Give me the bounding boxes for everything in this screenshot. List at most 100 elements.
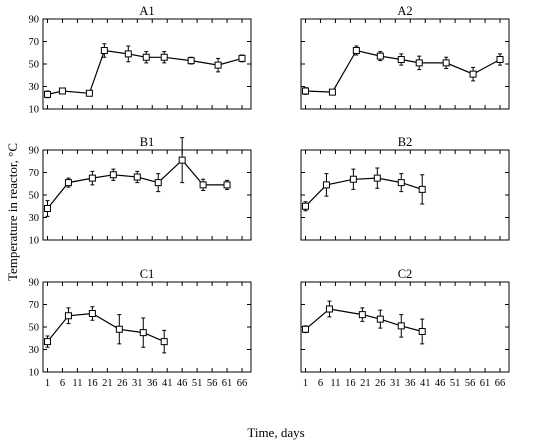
data-point	[373, 174, 381, 182]
x-axis-label: Time, days	[247, 425, 304, 440]
y-axis-label: Temperature in reactor, °C	[5, 143, 20, 281]
data-point	[418, 328, 426, 335]
data-point	[301, 325, 309, 333]
data-point	[301, 202, 309, 210]
y-tick-label: 50	[29, 191, 40, 202]
y-tick-label: 30	[29, 213, 40, 224]
data-point	[64, 179, 72, 187]
panels: A1 10 30 50 70 90 A2 B1 10 30 50 70 90 B2 C1 10 30 50 70 90…	[29, 4, 510, 389]
x-tick-label: 31	[132, 378, 143, 389]
data-point	[352, 47, 360, 54]
data-point	[349, 175, 357, 183]
panel-title: B1	[140, 135, 155, 149]
data-point	[376, 315, 384, 323]
data-point	[223, 181, 231, 189]
y-tick-label: 70	[29, 168, 40, 179]
y-tick-label: 10	[29, 236, 40, 247]
data-point	[124, 50, 132, 58]
data-point	[214, 61, 222, 69]
chart-panel: C21 6 11 16 21 26 31 36 41 46 51 56 61 66	[300, 267, 510, 389]
chart-panel: B1 10 30 50 70 90	[29, 135, 252, 247]
data-point	[397, 179, 405, 187]
x-tick-label: 16	[87, 378, 98, 389]
x-tick-label: 16	[345, 378, 356, 389]
panel-title: A1	[139, 4, 154, 18]
x-tick-label: 36	[147, 378, 158, 389]
x-tick-label: 11	[72, 378, 82, 389]
data-point	[43, 205, 51, 212]
x-tick-label: 41	[420, 378, 431, 389]
data-point	[43, 338, 51, 346]
y-tick-label: 90	[29, 278, 40, 289]
x-tick-label: 66	[237, 378, 248, 389]
data-point	[64, 312, 72, 320]
data-point	[442, 59, 450, 67]
data-point	[88, 310, 96, 317]
x-tick-label: 21	[360, 378, 371, 389]
x-tick-label: 61	[222, 378, 233, 389]
series-line	[305, 177, 423, 207]
x-tick-label: 26	[117, 378, 128, 389]
chart-panel: B2	[300, 135, 510, 241]
data-point	[397, 56, 405, 63]
plot-frame	[42, 149, 252, 241]
x-tick-label: 1	[303, 378, 308, 389]
data-point	[187, 57, 195, 65]
y-tick-label: 70	[29, 300, 40, 311]
y-tick-label: 30	[29, 345, 40, 356]
x-tick-label: 51	[192, 378, 203, 389]
series-line	[47, 49, 243, 95]
data-point	[43, 90, 51, 98]
x-tick-label: 56	[465, 378, 476, 389]
x-tick-label: 46	[177, 378, 188, 389]
data-point	[328, 88, 336, 96]
y-tick-label: 10	[29, 368, 40, 379]
data-point	[160, 338, 168, 346]
panel-title: C2	[398, 267, 413, 281]
data-point	[115, 325, 123, 333]
data-point	[109, 171, 117, 179]
y-tick-label: 70	[29, 37, 40, 48]
y-tick-label: 50	[29, 323, 40, 334]
x-tick-label: 61	[480, 378, 491, 389]
x-tick-label: 66	[495, 378, 506, 389]
x-tick-label: 21	[102, 378, 113, 389]
x-tick-label: 36	[405, 378, 416, 389]
data-point	[160, 53, 168, 61]
x-tick-label: 6	[60, 378, 65, 389]
panel-title: A2	[397, 4, 412, 18]
x-tick-label: 26	[375, 378, 386, 389]
data-point	[88, 174, 96, 182]
data-point	[154, 179, 162, 187]
data-point	[139, 329, 147, 337]
plot-frame	[42, 281, 252, 373]
data-point	[325, 305, 333, 313]
x-tick-label: 56	[207, 378, 218, 389]
data-point	[100, 47, 108, 54]
x-tick-label: 1	[45, 378, 50, 389]
data-point	[376, 52, 384, 60]
data-point	[301, 87, 309, 95]
data-point	[322, 181, 330, 189]
data-point	[85, 89, 93, 97]
y-tick-label: 50	[29, 60, 40, 71]
data-point	[178, 156, 186, 164]
x-tick-label: 46	[435, 378, 446, 389]
data-point	[142, 53, 150, 61]
y-tick-label: 90	[29, 15, 40, 26]
y-tick-label: 30	[29, 82, 40, 93]
panel-title: B2	[398, 135, 413, 149]
data-point	[358, 311, 366, 319]
chart-panel: A1 10 30 50 70 90	[29, 4, 252, 116]
series-line	[305, 308, 423, 333]
x-tick-label: 51	[450, 378, 461, 389]
series-line	[47, 312, 165, 343]
panel-title: C1	[140, 267, 155, 281]
data-point	[133, 173, 141, 181]
data-point	[469, 70, 477, 78]
data-point	[397, 322, 405, 330]
x-tick-label: 6	[318, 378, 323, 389]
data-point	[238, 54, 246, 62]
